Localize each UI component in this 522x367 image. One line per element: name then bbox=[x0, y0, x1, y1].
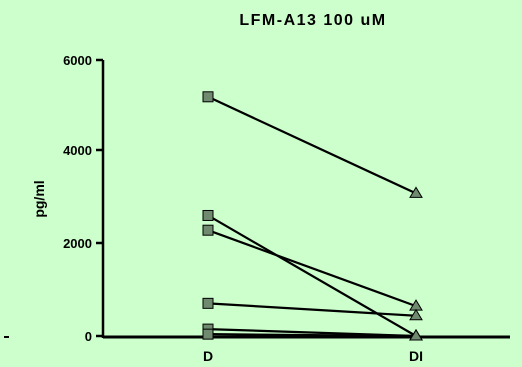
y-axis: 6000 4000 2000 0 bbox=[63, 53, 105, 344]
point-d-6 bbox=[202, 328, 214, 340]
y-axis-label: pg/ml bbox=[31, 180, 47, 217]
point-d-4 bbox=[202, 297, 214, 309]
series-line-1 bbox=[207, 95, 417, 195]
point-di-4 bbox=[409, 308, 423, 321]
series-line-6 bbox=[207, 333, 417, 338]
point-d-3 bbox=[202, 224, 214, 236]
chart-title: LFM-A13 100 uM bbox=[239, 12, 386, 29]
point-di-1 bbox=[409, 186, 423, 198]
series-line-3 bbox=[207, 229, 417, 308]
series-line-4 bbox=[207, 302, 417, 317]
x-axis: D DI bbox=[4, 335, 510, 364]
series-layer bbox=[202, 91, 423, 341]
y-tick-label-2000: 2000 bbox=[63, 236, 92, 251]
point-di-6 bbox=[409, 329, 423, 341]
x-tick-label-di: DI bbox=[409, 348, 423, 364]
y-tick-label-6000: 6000 bbox=[63, 53, 92, 68]
x-tick-label-d: D bbox=[203, 348, 213, 364]
series-line-2 bbox=[207, 214, 417, 337]
y-tick-label-4000: 4000 bbox=[63, 143, 92, 158]
y-tick-label-0: 0 bbox=[85, 329, 92, 344]
point-d-2 bbox=[202, 209, 214, 221]
point-d-1 bbox=[202, 91, 214, 103]
